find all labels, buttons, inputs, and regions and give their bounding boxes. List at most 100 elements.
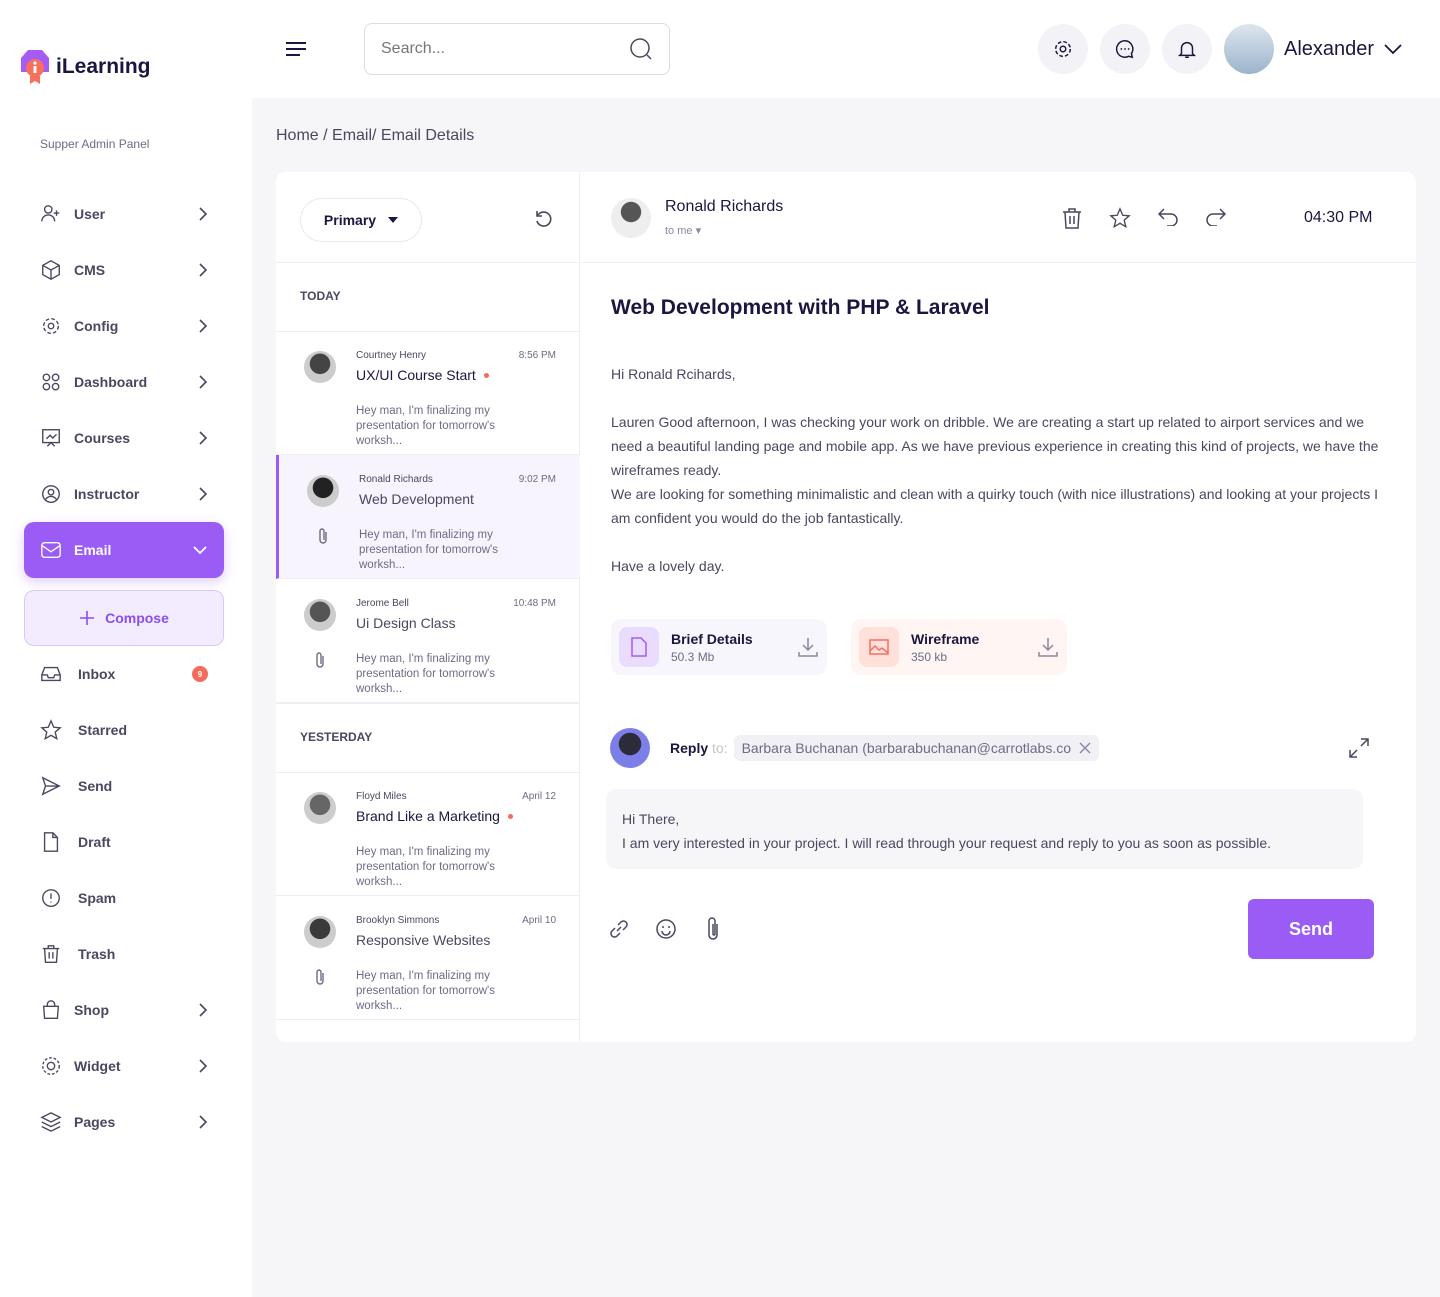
forward-icon[interactable] (1205, 208, 1227, 226)
star-icon[interactable] (1109, 207, 1131, 229)
sidebar-item-label: Email (74, 542, 112, 558)
search-icon[interactable] (629, 37, 653, 61)
settings-button[interactable] (1038, 24, 1088, 74)
email-list-item[interactable]: Ronald Richards 9:02 PM Web Development … (276, 455, 580, 579)
to-label: to me (665, 225, 693, 237)
download-icon[interactable] (1037, 636, 1059, 658)
user-circle-icon (42, 485, 60, 503)
sidebar-item-trash[interactable]: Trash (24, 926, 224, 982)
trash-icon[interactable] (1062, 207, 1082, 229)
sidebar-item-user[interactable]: User (24, 186, 224, 242)
filter-dropdown[interactable]: Primary (300, 198, 422, 242)
reply-avatar (610, 728, 650, 768)
email-list-item[interactable]: Courtney Henry 8:56 PM UX/UI Course Star… (276, 331, 580, 455)
grid-icon (42, 373, 60, 391)
email-time: 8:56 PM (518, 350, 556, 361)
sidebar-item-config[interactable]: Config (24, 298, 224, 354)
logo[interactable]: iLearning (20, 48, 151, 86)
send-button[interactable]: Send (1248, 899, 1374, 959)
reply-icon[interactable] (1157, 208, 1179, 226)
attachment-size: 50.3 Mb (671, 649, 715, 664)
chart-board-icon (42, 429, 60, 447)
user-menu[interactable]: Alexander (1224, 24, 1402, 74)
reply-textarea[interactable]: Hi There, I am very interested in your p… (606, 789, 1363, 869)
email-list-item[interactable]: Brooklyn Simmons April 10 Responsive Web… (276, 896, 580, 1020)
sidebar-item-cms[interactable]: CMS (24, 242, 224, 298)
sidebar-item-spam[interactable]: Spam (24, 870, 224, 926)
paperclip-icon[interactable] (705, 916, 721, 942)
reply-line: Hi There, (622, 811, 680, 827)
search-input[interactable] (381, 40, 611, 58)
unread-dot (483, 372, 489, 378)
avatar (304, 792, 336, 824)
recipient-toggle[interactable]: to me ▾ (665, 225, 702, 237)
email-subject: UX/UI Course Start (356, 367, 489, 383)
chevron-right-icon (199, 431, 208, 445)
email-preview: Hey man, I'm finalizing my presentation … (359, 529, 498, 571)
cube-icon (42, 260, 60, 280)
email-card: Primary TODAY YESTERDAY Courtney Henry 8… (276, 172, 1416, 1042)
paperclip-icon (316, 652, 324, 668)
avatar (304, 599, 336, 631)
layers-icon (40, 1112, 62, 1132)
chevron-right-icon (199, 263, 208, 277)
alert-icon (42, 889, 60, 907)
refresh-icon[interactable] (534, 209, 554, 229)
unread-dot (507, 813, 513, 819)
email-list-item[interactable]: Jerome Bell 10:48 PM Ui Design Class Hey… (276, 579, 580, 703)
avatar (307, 475, 339, 507)
sidebar-item-starred[interactable]: Starred (24, 702, 224, 758)
recipient: Barbara Buchanan (barbarabuchanan@carrot… (741, 740, 1072, 756)
reply-header: Reply to: Barbara Buchanan (barbarabucha… (610, 728, 1370, 768)
paragraph: We are looking for something minimalisti… (611, 486, 1378, 526)
send-icon (41, 776, 61, 796)
attachment-brief-details[interactable]: Brief Details 50.3 Mb (611, 619, 827, 675)
paragraph: Lauren Good afternoon, I was checking yo… (611, 414, 1379, 478)
unread-badge: 9 (192, 666, 208, 682)
sidebar-item-label: Draft (78, 834, 111, 850)
email-time: April 10 (522, 915, 556, 926)
compose-button[interactable]: Compose (24, 590, 224, 646)
bag-icon (42, 1000, 60, 1019)
download-icon[interactable] (797, 636, 819, 658)
sidebar-item-courses[interactable]: Courses (24, 410, 224, 466)
sidebar-item-shop[interactable]: Shop (24, 982, 224, 1038)
subject-text: Web Development (359, 491, 474, 507)
sidebar-item-instructor[interactable]: Instructor (24, 466, 224, 522)
recipient-chip: Barbara Buchanan (barbarabuchanan@carrot… (733, 735, 1100, 761)
expand-icon[interactable] (1348, 737, 1370, 759)
email-preview: Hey man, I'm finalizing my presentation … (356, 846, 495, 888)
menu-icon[interactable] (286, 41, 306, 57)
plus-icon (80, 611, 95, 625)
email-from: Floyd Miles (356, 791, 407, 802)
sidebar-item-send[interactable]: Send (24, 758, 224, 814)
close-icon[interactable] (1079, 742, 1091, 754)
sidebar-item-label: Trash (78, 946, 116, 962)
email-from: Ronald Richards (359, 474, 433, 485)
paperclip-icon (316, 969, 324, 985)
email-from: Jerome Bell (356, 598, 409, 609)
avatar (304, 351, 336, 383)
sidebar-item-label: Pages (74, 1114, 116, 1130)
sidebar-item-label: Courses (74, 430, 131, 446)
email-time: April 12 (522, 791, 556, 802)
chevron-right-icon (199, 375, 208, 389)
section-yesterday: YESTERDAY (276, 703, 580, 773)
attachment-wireframe[interactable]: Wireframe 350 kb (851, 619, 1067, 675)
sidebar-item-widget[interactable]: Widget (24, 1038, 224, 1094)
sidebar-item-dashboard[interactable]: Dashboard (24, 354, 224, 410)
email-from: Brooklyn Simmons (356, 915, 440, 926)
sidebar-item-email[interactable]: Email (24, 522, 224, 578)
email-list-item[interactable]: Floyd Miles April 12 Brand Like a Market… (276, 772, 580, 896)
detail-header: Ronald Richards to me ▾ 04:30 PM (581, 172, 1416, 263)
sidebar-item-draft[interactable]: Draft (24, 814, 224, 870)
messages-button[interactable] (1100, 24, 1150, 74)
notifications-button[interactable] (1162, 24, 1212, 74)
sidebar-item-label: CMS (74, 262, 106, 278)
sidebar-item-pages[interactable]: Pages (24, 1094, 224, 1150)
sidebar-item-inbox[interactable]: Inbox 9 (24, 646, 224, 702)
emoji-icon[interactable] (655, 918, 677, 940)
sender-avatar (611, 198, 651, 238)
link-icon[interactable] (609, 919, 629, 939)
logo-icon (21, 50, 49, 84)
